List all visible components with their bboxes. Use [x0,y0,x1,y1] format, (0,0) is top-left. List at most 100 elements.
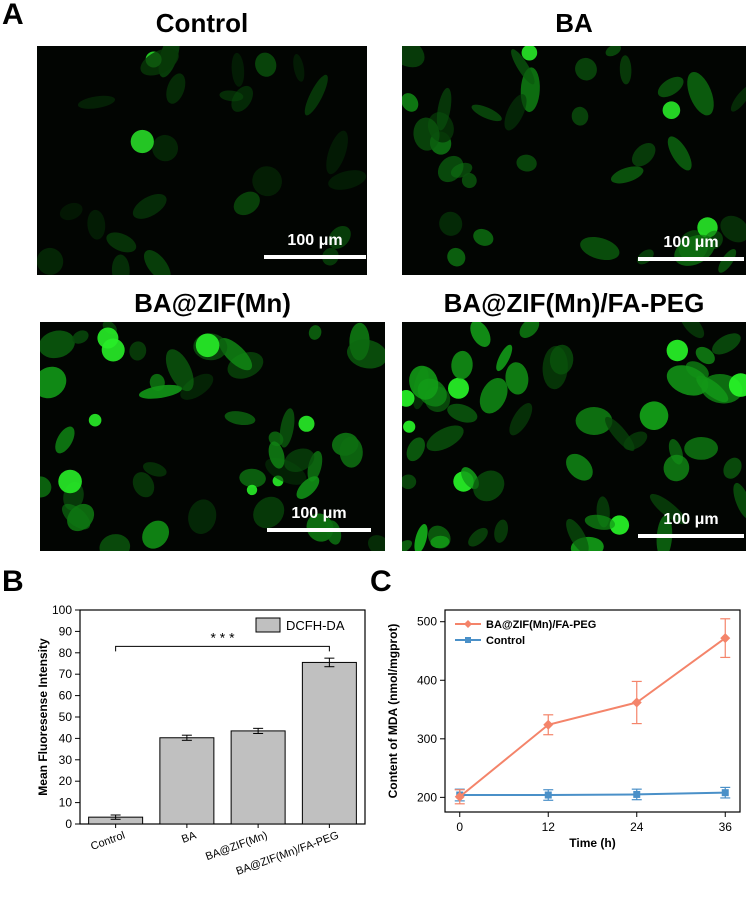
data-point [544,791,552,799]
panel-c-letter: C [370,565,392,598]
cell [680,322,705,339]
image-title-ba-zif: BA@ZIF(Mn) [134,288,291,318]
cell [712,333,741,355]
legend-marker [464,620,472,628]
series-line [459,791,726,797]
bright-cell [521,46,538,61]
y-tick-label: 60 [59,689,73,703]
data-point [720,633,731,644]
y-tick-label: 10 [59,796,73,810]
plot-frame [444,609,741,813]
legend-marker [465,637,471,643]
bright-cell [97,327,119,349]
legend-label: BA@ZIF(Mn)/FA-PEG [486,619,596,631]
bright-cell [403,420,416,433]
y-tick-label: 200 [417,790,437,804]
y-tick-label: 0 [65,817,72,831]
cell [77,95,116,109]
x-tick-label: 36 [719,820,733,834]
y-tick-label: 30 [59,753,73,767]
y-axis-label: Content of MDA (nmol/mgprot) [386,624,400,799]
y-tick-label: 80 [59,646,73,660]
cell [293,54,305,82]
cell [268,441,285,469]
cell [473,228,494,246]
bright-cell [88,413,102,427]
cell [253,496,285,529]
cell [733,482,746,520]
cell [619,55,632,85]
micrograph-control: 100 μm [37,46,367,275]
cell [59,202,83,221]
cell [143,250,171,275]
cell [165,349,194,392]
cell [631,142,656,167]
cell [451,350,473,380]
cell [623,431,648,451]
cell [685,361,709,380]
x-tick-label: BA [180,829,199,846]
x-tick-label: 24 [630,820,644,834]
significance-bracket [115,645,330,652]
cell [473,470,505,502]
cell [496,344,513,372]
cell [687,71,714,116]
data-point [721,789,729,797]
y-tick-label: 500 [417,615,437,629]
cell [325,520,342,545]
y-tick-label: 300 [417,732,437,746]
cell [667,136,692,171]
cell [730,85,746,112]
cell [584,514,616,530]
scale-label: 100 μm [663,511,719,528]
cell [471,104,502,122]
cell [142,520,170,549]
data-point [633,790,641,798]
y-tick-label: 20 [59,774,73,788]
cell [447,247,466,267]
x-tick-label: Control [89,830,126,853]
cell [166,73,186,104]
cell [461,172,477,189]
cell [252,166,282,197]
cell [149,373,165,392]
cell [426,425,464,452]
cell [657,76,684,98]
cell [37,247,64,275]
cell [406,437,425,462]
cell [111,254,130,275]
cell [549,344,574,375]
cell [575,57,597,81]
cell [132,472,155,498]
cell [511,49,535,85]
cell [720,215,746,243]
cell [566,518,589,551]
legend-label: DCFH-DA [286,618,345,633]
cell [106,232,137,253]
cell [580,236,620,261]
cell [504,94,527,131]
bright-cell [130,129,154,154]
cell [566,453,593,481]
cell [239,468,266,488]
cell [296,476,320,499]
x-axis-label: Time (h) [569,836,615,850]
cell [304,74,328,116]
cell [414,524,428,551]
y-tick-label: 100 [52,603,72,617]
micrograph-ba-zif: 100 μm [40,322,385,551]
cell [231,52,245,87]
cell [279,408,295,448]
cell [339,436,363,468]
bright-cell [58,469,82,494]
cell [695,346,715,365]
cell [439,211,463,236]
scale-bar [638,257,744,261]
cell [61,503,91,530]
data-point [454,791,465,802]
cell [436,87,452,131]
series-line [459,637,726,798]
cell [468,527,488,547]
scale-label: 100 μm [287,232,343,249]
cell [639,401,669,430]
